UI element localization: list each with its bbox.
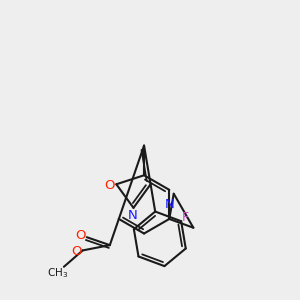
Text: N: N xyxy=(128,209,137,222)
Text: O: O xyxy=(71,245,82,258)
Text: CH$_3$: CH$_3$ xyxy=(46,266,68,280)
Text: N: N xyxy=(164,198,174,211)
Text: F: F xyxy=(182,211,189,224)
Text: O: O xyxy=(104,179,114,192)
Text: O: O xyxy=(75,229,86,242)
